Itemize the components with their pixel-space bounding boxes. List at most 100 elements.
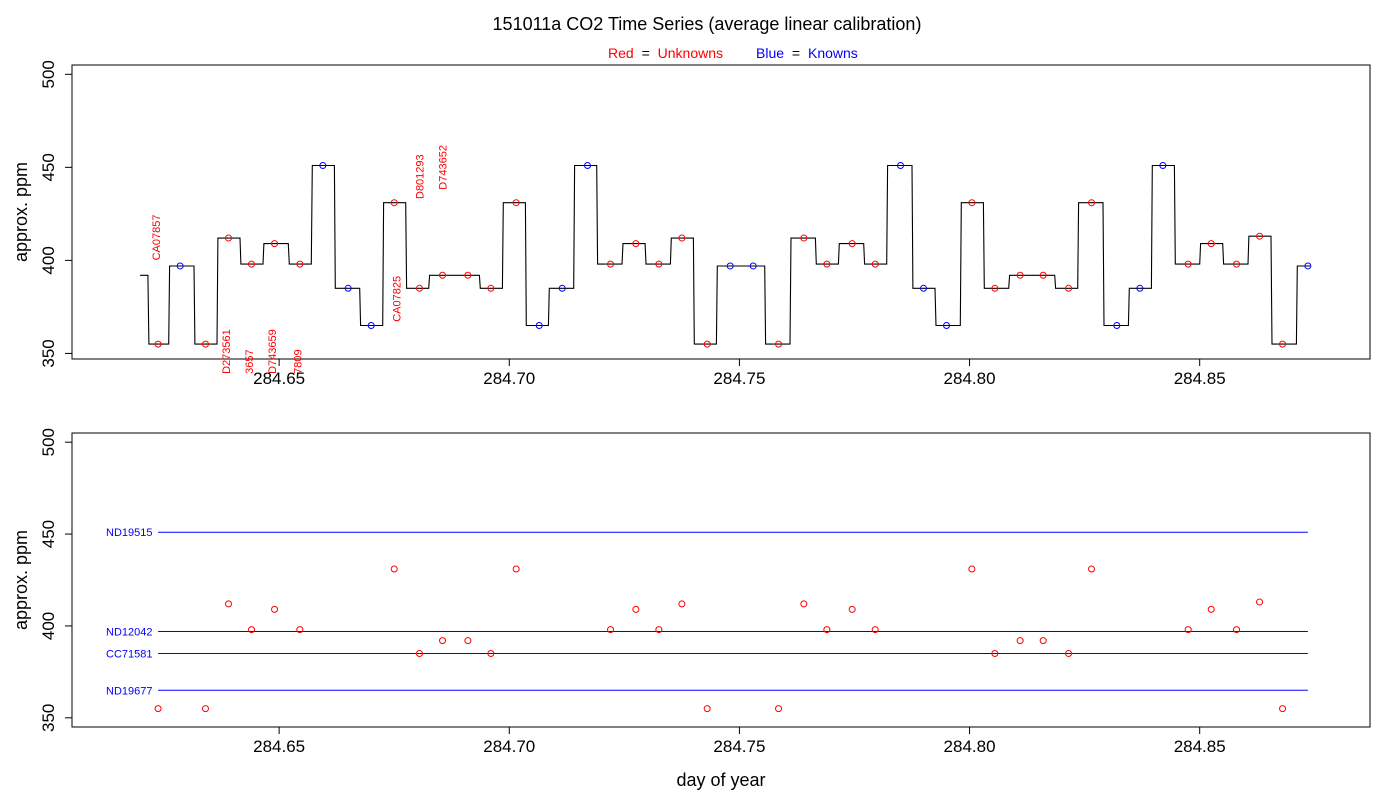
known-point — [920, 284, 928, 292]
y-tick-label: 500 — [39, 60, 58, 88]
unknown-point — [464, 271, 472, 279]
unknown-point — [154, 705, 162, 713]
x-tick-label: 284.65 — [253, 737, 305, 756]
unknown-point — [248, 626, 256, 634]
legend-blue-word: Blue — [756, 45, 784, 61]
known-point — [749, 262, 757, 270]
unknown-point — [1233, 626, 1241, 634]
unknown-point — [607, 626, 615, 634]
unknown-point — [703, 705, 711, 713]
unknown-point — [1279, 340, 1287, 348]
unknown-point — [1016, 271, 1024, 279]
y-tick-label: 400 — [39, 612, 58, 640]
unknown-point — [968, 565, 976, 573]
unknown-point — [775, 705, 783, 713]
unknown-point — [823, 260, 831, 268]
unknown-point — [871, 626, 879, 634]
svg-text:Blue = Knowns: Blue = Knowns — [756, 45, 858, 61]
reference-line-label: ND19677 — [106, 685, 152, 697]
unknown-point — [848, 605, 856, 613]
known-point — [176, 262, 184, 270]
unknown-point — [678, 600, 686, 608]
unknown-point — [296, 260, 304, 268]
x-tick-label: 284.85 — [1174, 737, 1226, 756]
unknown-point — [1279, 705, 1287, 713]
chart-title: 151011a CO2 Time Series (average linear … — [493, 14, 922, 34]
known-point — [1159, 161, 1167, 169]
x-axis-label: day of year — [676, 770, 765, 790]
unknown-point — [1184, 260, 1192, 268]
known-point — [535, 322, 543, 330]
unknown-point — [487, 284, 495, 292]
unknown-point — [390, 199, 398, 207]
top-panel: 284.65 284.70 284.75 284.80 284.85 350 400 450 5… — [11, 60, 1371, 388]
unknown-point — [512, 565, 520, 573]
unknown-point — [703, 340, 711, 348]
known-point — [1136, 284, 1144, 292]
legend-blue-equals: = — [792, 45, 800, 61]
known-point — [344, 284, 352, 292]
unknown-point — [968, 199, 976, 207]
sample-annotation: CA07825 — [392, 276, 404, 322]
x-tick-label: 284.70 — [483, 737, 535, 756]
unknown-point — [1207, 240, 1215, 248]
bottom-panel: 284.65 284.70 284.75 284.80 284.85 350 400 450 5… — [11, 428, 1371, 790]
x-tick-label: 284.80 — [944, 369, 996, 388]
legend: Red = Unknowns Blue = Knowns — [608, 45, 858, 61]
legend-red-word: Red — [608, 45, 634, 61]
known-point — [584, 161, 592, 169]
unknown-point — [1088, 565, 1096, 573]
unknown-point — [1207, 605, 1215, 613]
unknown-point — [271, 605, 279, 613]
unknown-point — [248, 260, 256, 268]
y-tick-label: 450 — [39, 520, 58, 548]
unknown-point — [487, 650, 495, 657]
unknown-point — [416, 650, 424, 657]
svg-text:Red = Unknowns: Red = Unknowns — [608, 45, 723, 61]
unknown-point — [390, 565, 398, 573]
unknown-point — [224, 600, 232, 608]
unknown-point — [271, 240, 279, 248]
unknown-point — [464, 637, 472, 645]
x-tick-label: 284.75 — [713, 737, 765, 756]
known-point — [319, 161, 327, 169]
sample-annotation: 7809 — [293, 349, 305, 373]
reference-line-label: ND19515 — [106, 527, 152, 539]
known-point — [1304, 262, 1312, 270]
unknown-point — [1256, 232, 1264, 240]
x-tick-label: 284.80 — [944, 737, 996, 756]
known-point — [1113, 322, 1121, 330]
x-tick-label: 284.70 — [483, 369, 535, 388]
known-point — [558, 284, 566, 292]
sample-annotation: 3657 — [244, 349, 256, 373]
unknown-point — [512, 199, 520, 207]
x-tick-label: 284.75 — [713, 369, 765, 388]
unknown-point — [823, 626, 831, 634]
unknown-point — [1039, 271, 1047, 279]
unknown-point — [1065, 650, 1073, 657]
unknown-point — [991, 650, 999, 657]
plot-frame — [71, 432, 1371, 728]
unknown-point — [655, 260, 663, 268]
unknown-point — [607, 260, 615, 268]
unknown-point — [201, 705, 209, 713]
unknown-point — [1256, 598, 1264, 606]
unknown-point — [678, 234, 686, 242]
unknown-point — [416, 284, 424, 292]
unknown-point — [655, 626, 663, 634]
unknown-point — [871, 260, 879, 268]
x-tick-label: 284.65 — [253, 369, 305, 388]
legend-knowns-label: Knowns — [808, 45, 858, 61]
unknown-point — [775, 340, 783, 348]
plot-frame — [71, 64, 1371, 360]
sample-annotation: D273561 — [221, 329, 233, 374]
y-axis-label: approx. ppm — [11, 162, 31, 262]
known-point — [726, 262, 734, 270]
unknown-point — [800, 600, 808, 608]
unknown-point — [1065, 284, 1073, 292]
unknown-point — [1233, 260, 1241, 268]
x-tick-label: 284.85 — [1174, 369, 1226, 388]
unknown-point — [1184, 626, 1192, 634]
y-tick-label: 350 — [39, 704, 58, 732]
